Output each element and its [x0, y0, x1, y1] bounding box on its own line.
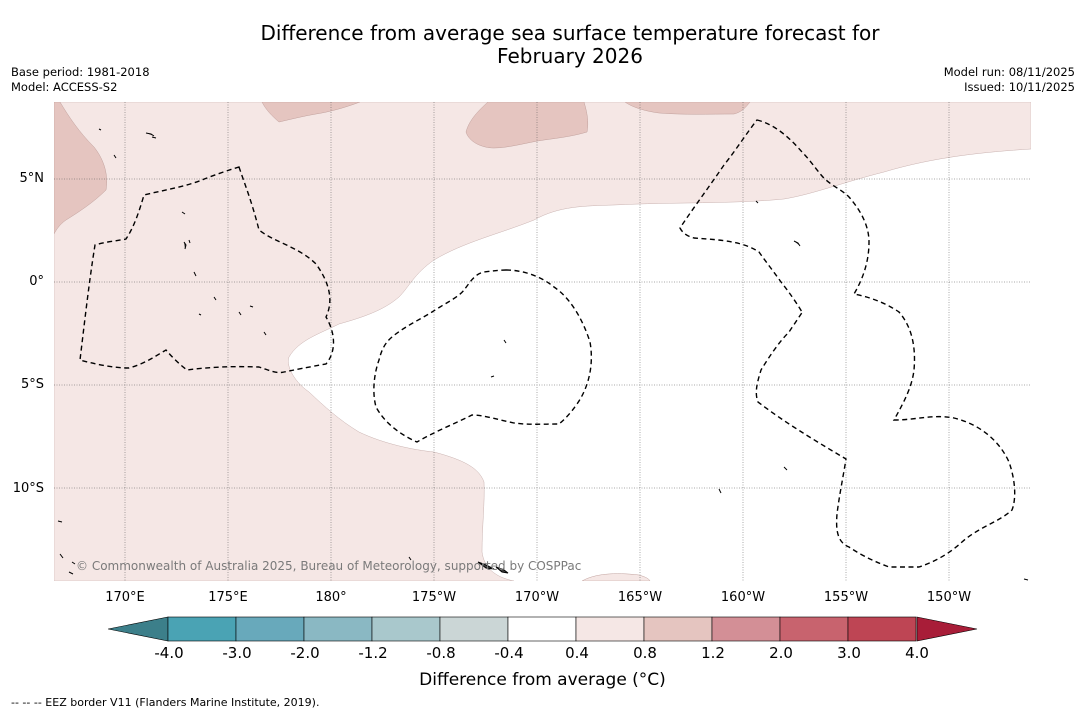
anomaly-region-medium-north-1: [261, 102, 361, 123]
copyright-notice: © Commonwealth of Australia 2025, Bureau…: [76, 559, 582, 573]
lon-label-160w: 160°W: [720, 590, 766, 605]
lon-label-175w: 175°W: [411, 590, 457, 605]
colorbar-title: Difference from average (°C): [419, 670, 666, 690]
eez-borders: [79, 119, 1016, 568]
colorbar-tick-label: 1.2: [701, 644, 725, 662]
eez-border-west: [79, 166, 335, 374]
colorbar-bin: [779, 616, 849, 642]
meta-left: Base period: 1981-2018 Model: ACCESS-S2: [11, 65, 150, 94]
eez-border-center: [373, 269, 593, 443]
gridlines: [54, 102, 1031, 581]
eez-legend-footer: -- -- -- EEZ border V11 (Flanders Marine…: [11, 696, 320, 709]
meta-right: Model run: 08/11/2025 Issued: 10/11/2025: [944, 65, 1075, 94]
title-line-2: February 2026: [497, 44, 643, 68]
colorbar-bin: [643, 616, 713, 642]
map-panel: [54, 102, 1031, 581]
colorbar-tick-label: -0.4: [494, 644, 524, 662]
colorbar-bin: [167, 616, 237, 642]
colorbar-bin: [371, 616, 441, 642]
anomaly-region-medium-west: [54, 102, 107, 235]
colorbar-bin: [847, 616, 917, 642]
lat-label-5s: 5°S: [20, 377, 44, 392]
colorbar-bin: [711, 616, 781, 642]
colorbar-tick-label: -2.0: [290, 644, 320, 662]
lon-label-150w: 150°W: [926, 590, 972, 605]
base-period: Base period: 1981-2018: [11, 65, 150, 79]
colorbar-bin: [303, 616, 373, 642]
colorbar-bin: [575, 616, 645, 642]
colorbar-tick-label: 0.8: [633, 644, 657, 662]
lon-label-170e: 170°E: [105, 590, 145, 605]
colorbar-tick-label: 3.0: [837, 644, 861, 662]
lat-label-0: 0°: [29, 274, 44, 289]
colorbar-bin: [439, 616, 509, 642]
anomaly-region-medium-north-2: [465, 102, 589, 149]
colorbar-bin: [507, 616, 577, 642]
lat-label-5n: 5°N: [19, 171, 45, 186]
lon-label-180: 180°: [315, 590, 347, 605]
islands: [57, 128, 1029, 581]
colorbar-tick-label: -3.0: [222, 644, 252, 662]
lat-label-10s: 10°S: [12, 481, 44, 496]
eez-border-east: [679, 119, 1016, 568]
colorbar-tick-label: 0.4: [565, 644, 589, 662]
model-run: Model run: 08/11/2025: [943, 65, 1075, 79]
lon-label-165w: 165°W: [617, 590, 663, 605]
anomaly-region-medium-south: [581, 573, 651, 581]
title-line-1: Difference from average sea surface temp…: [260, 21, 880, 45]
anomaly-region-light: [54, 102, 1031, 581]
colorbar-under-arrow: [108, 616, 169, 642]
colorbar: [108, 616, 978, 642]
colorbar-tick-label: -0.8: [426, 644, 456, 662]
colorbar-tick-label: -1.2: [358, 644, 388, 662]
lon-label-155w: 155°W: [823, 590, 869, 605]
colorbar-tick-label: -4.0: [154, 644, 184, 662]
lon-label-175e: 175°E: [208, 590, 248, 605]
colorbar-tick-label: 2.0: [769, 644, 793, 662]
colorbar-bin: [235, 616, 305, 642]
chart-title: Difference from average sea surface temp…: [0, 22, 1085, 68]
colorbar-bins: [167, 616, 917, 642]
lon-label-170w: 170°W: [514, 590, 560, 605]
sst-anomaly-map: [54, 102, 1031, 581]
colorbar-tick-label: 4.0: [905, 644, 929, 662]
anomaly-region-medium-north-3: [624, 102, 751, 115]
issued-date: Issued: 10/11/2025: [964, 79, 1075, 94]
colorbar-over-arrow: [916, 616, 978, 642]
model-name: Model: ACCESS-S2: [11, 79, 118, 94]
